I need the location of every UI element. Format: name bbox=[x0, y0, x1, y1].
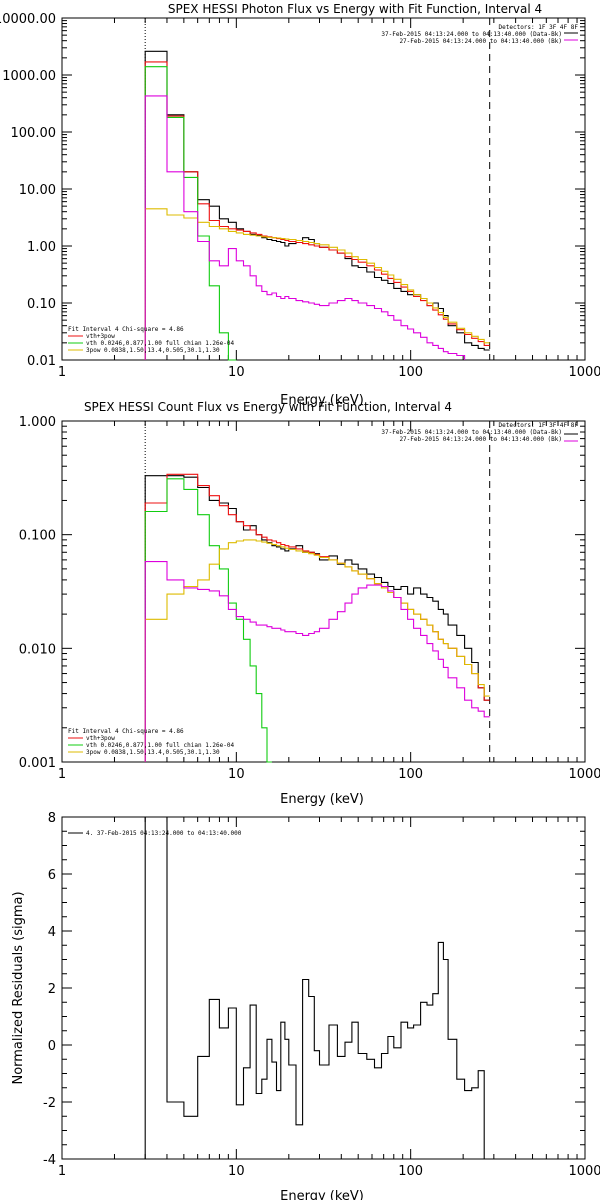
residuals-x-tick-label: 1000 bbox=[568, 1164, 600, 1179]
residuals-x-tick-label: 100 bbox=[398, 1164, 423, 1179]
count-flux-panel: SPEX HESSI Count Flux vs Energy with Fit… bbox=[19, 400, 600, 807]
photon-y-tick-label: 100.00 bbox=[11, 126, 57, 141]
photon-y-tick-label: 10.00 bbox=[19, 183, 56, 198]
residuals-panel: Energy (keV) Normalized Residuals (sigma… bbox=[11, 811, 600, 1200]
count-x-tick-label: 1000 bbox=[568, 767, 600, 782]
photon-flux-title: SPEX HESSI Photon Flux vs Energy with Fi… bbox=[168, 2, 542, 16]
residuals-y-tick-label: 8 bbox=[48, 811, 56, 826]
count-flux-legend-top-right: Detectors: 1F 3F 4F 8F 37-Feb-2015 04:13… bbox=[381, 422, 578, 443]
count-x-tick-label: 10 bbox=[228, 767, 245, 782]
count-fit-legend-header: Fit Interval 4 Chi-square = 4.86 bbox=[68, 728, 184, 735]
residuals-ylabel: Normalized Residuals (sigma) bbox=[11, 891, 26, 1084]
count-flux-series bbox=[144, 421, 491, 763]
photon-y-tick-label: 10000.00 bbox=[0, 12, 56, 27]
photon-y-tick-label: 0.10 bbox=[27, 297, 56, 312]
photon-flux-legend-top-right: Detectors: 1F 3F 4F 8F 37-Feb-2015 04:13… bbox=[381, 24, 578, 45]
count-y-tick-label: 0.100 bbox=[19, 529, 56, 544]
photon-flux-panel: SPEX HESSI Photon Flux vs Energy with Fi… bbox=[0, 2, 600, 408]
count-flux-title: SPEX HESSI Count Flux vs Energy with Fit… bbox=[84, 400, 452, 414]
photon-x-tick-label: 100 bbox=[398, 365, 423, 380]
count-y-tick-label: 1.000 bbox=[19, 415, 56, 430]
count-fit-legend-entry-vth: vth 0.0246,0.877,1.00 full chian 1.26e-0… bbox=[86, 742, 234, 749]
count-fit-legend-entry-total: vth+3pow bbox=[86, 735, 115, 742]
count-x-tick-label: 100 bbox=[398, 767, 423, 782]
count-y-tick-label: 0.010 bbox=[19, 642, 56, 657]
photon-flux-legend-bottom-left: Fit Interval 4 Chi-square = 4.86 vth+3po… bbox=[68, 326, 234, 354]
count-series-bk bbox=[144, 561, 490, 762]
residuals-y-tick-label: 2 bbox=[48, 982, 56, 997]
residuals-xlabel: Energy (keV) bbox=[280, 1189, 364, 1200]
residuals-axes: 1 10 100 1000 -4 -2 0 2 4 6 8 bbox=[43, 811, 600, 1179]
residuals-series bbox=[144, 816, 490, 1160]
photon-y-tick-label: 0.01 bbox=[27, 354, 56, 369]
count-flux-legend-bottom-left: Fit Interval 4 Chi-square = 4.86 vth+3po… bbox=[68, 728, 234, 756]
count-x-tick-label: 1 bbox=[58, 767, 66, 782]
photon-fit-legend-entry-total: vth+3pow bbox=[86, 333, 115, 340]
residuals-y-tick-label: 6 bbox=[48, 868, 56, 883]
count-flux-axes: 1 10 100 1000 0.001 0.010 0.100 1.000 bbox=[19, 415, 600, 782]
count-plot-frame bbox=[61, 420, 586, 763]
photon-series-bk bbox=[144, 95, 466, 360]
photon-y-tick-label: 1000.00 bbox=[2, 69, 56, 84]
photon-fit-legend-entry-3pow: 3pow 0.0838,1.50,13.4,0.505,30.1,1.30 bbox=[86, 347, 220, 354]
photon-series-3pow bbox=[144, 208, 490, 360]
count-legend-entry-data: 37-Feb-2015 04:13:24.000 to 04:13:40.000… bbox=[381, 429, 562, 436]
residuals-series-4-37-feb-2015-04-13-24-000-to-04-13-40-000 bbox=[144, 816, 490, 1160]
residuals-x-tick-label: 1 bbox=[58, 1164, 66, 1179]
photon-x-tick-label: 1000 bbox=[568, 365, 600, 380]
residuals-y-tick-label: -4 bbox=[43, 1153, 56, 1168]
photon-legend-entry-bk: 27-Feb-2015 04:13:24.000 to 04:13:40.000… bbox=[399, 38, 562, 45]
photon-flux-xlabel: Energy (keV) bbox=[280, 393, 364, 408]
photon-x-tick-label: 1 bbox=[58, 365, 66, 380]
photon-y-tick-label: 1.00 bbox=[27, 240, 56, 255]
residuals-y-tick-label: -2 bbox=[43, 1096, 56, 1111]
count-legend-entry-bk: 27-Feb-2015 04:13:24.000 to 04:13:40.000… bbox=[399, 436, 562, 443]
photon-fit-legend-entry-vth: vth 0.0246,0.877,1.00 full chian 1.26e-0… bbox=[86, 340, 234, 347]
residuals-legend: 4. 37-Feb-2015 04:13:24.000 to 04:13:40.… bbox=[68, 830, 242, 837]
photon-flux-series bbox=[144, 18, 491, 361]
photon-legend-entry-data: 37-Feb-2015 04:13:24.000 to 04:13:40.000… bbox=[381, 31, 562, 38]
residuals-x-tick-label: 10 bbox=[228, 1164, 245, 1179]
photon-legend-header: Detectors: 1F 3F 4F 8F bbox=[499, 24, 579, 31]
count-fit-legend-entry-3pow: 3pow 0.0838,1.50,13.4,0.505,30.1,1.30 bbox=[86, 749, 220, 756]
photon-x-tick-label: 10 bbox=[228, 365, 245, 380]
residuals-y-tick-label: 0 bbox=[48, 1039, 56, 1054]
count-flux-xlabel: Energy (keV) bbox=[280, 792, 364, 807]
photon-fit-legend-header: Fit Interval 4 Chi-square = 4.86 bbox=[68, 326, 184, 333]
residuals-y-tick-label: 4 bbox=[48, 925, 56, 940]
photon-flux-axes: 1 10 100 1000 0.01 0.10 1.00 10.00 100.00 1000.00… bbox=[0, 12, 600, 380]
count-series-3pow bbox=[144, 539, 490, 762]
count-y-tick-label: 0.001 bbox=[19, 756, 56, 771]
count-legend-header: Detectors: 1F 3F 4F 8F bbox=[499, 422, 579, 429]
residuals-legend-entry: 4. 37-Feb-2015 04:13:24.000 to 04:13:40.… bbox=[86, 830, 242, 837]
